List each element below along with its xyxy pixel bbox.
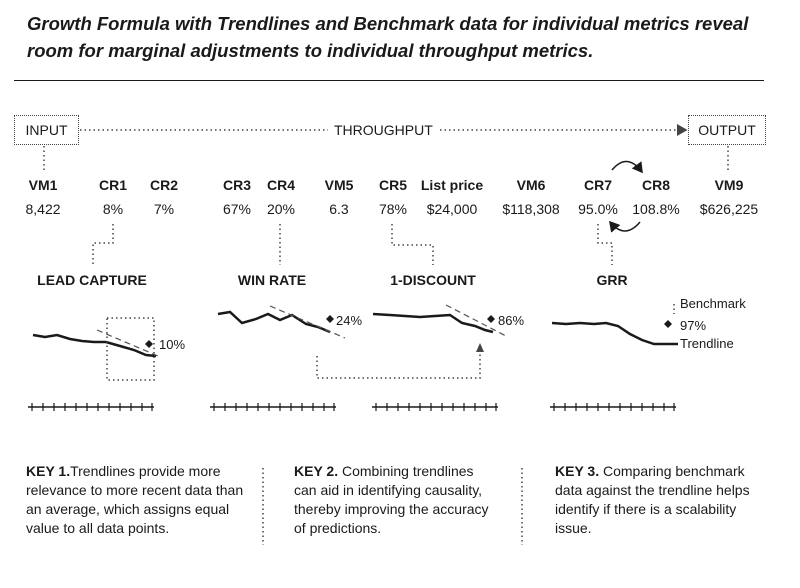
metric-value: 67% (222, 201, 252, 217)
projection-win-rate (269, 305, 346, 339)
projection-lead-capture (96, 329, 159, 357)
metric-value: 8,422 (25, 201, 61, 217)
swap-arrow-bottom (609, 220, 641, 233)
section-title-1-discount: 1-DISCOUNT (390, 272, 476, 288)
output-box: OUTPUT (688, 115, 766, 145)
causality-arrow-icon (476, 343, 484, 352)
key-1: KEY 1.Trendlines provide more relevance … (26, 462, 251, 538)
metric-value: 6.3 (329, 201, 349, 217)
axis-ticks-lead-capture (31, 403, 153, 411)
metric-value: 7% (153, 201, 175, 217)
page-title: Growth Formula with Trendlines and Bench… (27, 13, 749, 61)
benchmark-marker-grr (664, 320, 672, 328)
axis-ticks-win-rate (213, 403, 335, 411)
metric-cr7: CR7 95.0% (578, 177, 618, 217)
key-3: KEY 3. Comparing benchmark data against … (555, 462, 770, 538)
metric-value: 8% (102, 201, 124, 217)
metric-name: CR3 (222, 177, 251, 193)
axis-ticks-1-discount (375, 403, 497, 411)
metric-value: 78% (378, 201, 408, 217)
input-label: INPUT (25, 122, 68, 138)
trendline-grr (551, 321, 678, 346)
metric-cr1: CR1 8% (99, 177, 127, 217)
benchmark-value-grr: 97% (680, 318, 707, 333)
metric-value: 95.0% (578, 201, 618, 217)
metric-value: 20% (266, 201, 296, 217)
key-text: Combining trendlines can aid in identify… (294, 463, 489, 536)
metric-value: $24,000 (426, 201, 478, 217)
connector-grr (597, 224, 613, 265)
metric-value: 108.8% (632, 201, 680, 217)
metric-name: CR4 (266, 177, 295, 193)
key-label: KEY 3. (555, 463, 600, 479)
output-label: OUTPUT (698, 122, 756, 138)
trendline-lead-capture (32, 333, 157, 358)
metric-name: VM1 (28, 177, 58, 193)
metric-value: $118,308 (502, 201, 560, 217)
trendline-label: Trendline (680, 336, 734, 351)
metric-cr3: CR3 67% (223, 177, 251, 217)
metric-name: VM5 (324, 177, 354, 193)
trendline-win-rate (217, 310, 331, 334)
benchmark-value-1-discount: 86% (498, 313, 525, 328)
metric-name: VM9 (714, 177, 744, 193)
input-box: INPUT (14, 115, 79, 145)
connector-lead-capture (92, 224, 114, 265)
section-title-lead-capture: LEAD CAPTURE (37, 272, 147, 288)
axis-ticks-grr (553, 403, 675, 411)
title-divider (14, 80, 764, 81)
benchmark-label: Benchmark (680, 296, 746, 311)
metric-name: List price (420, 177, 484, 193)
metric-vm1: VM1 8,422 (25, 177, 60, 217)
metric-cr5: CR5 78% (379, 177, 407, 217)
connector-1-discount (391, 224, 434, 265)
key-label: KEY 1. (26, 463, 71, 479)
metric-name: CR7 (583, 177, 613, 193)
metric-vm6: VM6 $118,308 (502, 177, 559, 217)
metric-name: CR8 (641, 177, 671, 193)
metric-name: VM6 (516, 177, 546, 193)
key-2: KEY 2. Combining trendlines can aid in i… (294, 462, 499, 538)
metric-cr8: CR8 108.8% (632, 177, 679, 217)
throughput-label: THROUGHPUT (334, 122, 433, 138)
metric-name: CR5 (378, 177, 407, 193)
metric-name: CR1 (98, 177, 128, 193)
metric-cr2: CR2 7% (150, 177, 178, 217)
metric-vm5: VM5 6.3 (325, 177, 354, 217)
key-text: Trendlines provide more relevance to mor… (26, 463, 244, 536)
highlight-box-lead-capture (106, 317, 155, 381)
section-title-grr: GRR (596, 272, 628, 288)
section-title-win-rate: WIN RATE (237, 272, 307, 288)
benchmark-value-win-rate: 24% (336, 313, 363, 328)
causality-connector (316, 346, 481, 379)
key-label: KEY 2. (294, 463, 339, 479)
benchmark-value-lead-capture: 10% (159, 337, 186, 352)
benchmark-marker-1-discount (487, 315, 495, 323)
swap-arrow-top (611, 160, 643, 174)
metric-cr4: CR4 20% (267, 177, 295, 217)
metric-name: CR2 (149, 177, 179, 193)
metric-value: $626,225 (699, 201, 759, 217)
projection-1-discount (445, 304, 507, 337)
metric-vm9: VM9 $626,225 (700, 177, 758, 217)
metric-list-price: List price $24,000 (421, 177, 483, 217)
benchmark-marker-win-rate (326, 315, 334, 323)
benchmark-marker-lead-capture (145, 340, 153, 348)
key-text: Comparing benchmark data against the tre… (555, 463, 750, 536)
trendline-1-discount (372, 312, 494, 334)
